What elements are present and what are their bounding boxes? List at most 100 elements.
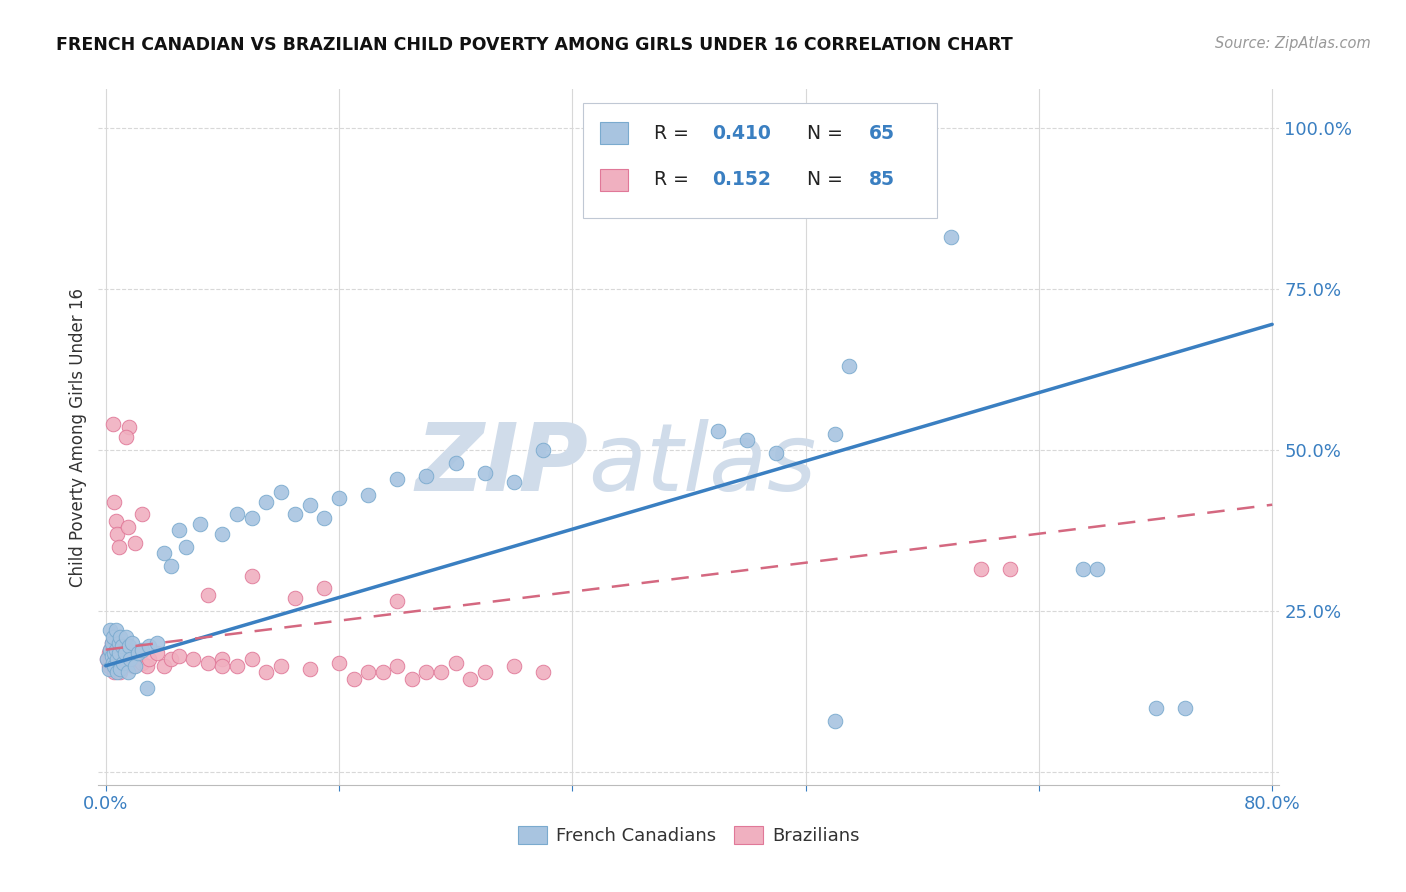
Point: [114, 646, 136, 660]
Point: [211, 658, 233, 673]
Text: 0.410: 0.410: [713, 123, 772, 143]
Point: [101, 630, 124, 644]
Point: [105, 656, 128, 670]
Point: [118, 420, 141, 434]
Point: [105, 646, 128, 660]
Text: R =: R =: [654, 123, 695, 143]
Point: [110, 665, 132, 680]
Point: [110, 662, 132, 676]
Point: [824, 426, 846, 441]
Point: [98, 624, 121, 638]
Point: [765, 446, 787, 460]
Point: [111, 646, 134, 660]
Point: [108, 652, 131, 666]
Point: [103, 658, 125, 673]
Point: [254, 494, 277, 508]
Point: [181, 652, 204, 666]
Point: [503, 658, 526, 673]
FancyBboxPatch shape: [582, 103, 936, 218]
Point: [167, 649, 190, 664]
Point: [96, 652, 118, 666]
Point: [110, 642, 132, 657]
Point: [101, 656, 124, 670]
Y-axis label: Child Poverty Among Girls Under 16: Child Poverty Among Girls Under 16: [69, 287, 87, 587]
Point: [103, 646, 125, 660]
Point: [104, 642, 127, 657]
Point: [104, 662, 127, 676]
Point: [114, 640, 136, 654]
Point: [120, 652, 142, 666]
Point: [100, 636, 122, 650]
Point: [314, 510, 336, 524]
FancyBboxPatch shape: [600, 122, 628, 145]
Point: [160, 558, 183, 573]
Point: [98, 642, 121, 657]
Text: Source: ZipAtlas.com: Source: ZipAtlas.com: [1215, 36, 1371, 51]
Point: [197, 588, 219, 602]
Point: [100, 656, 122, 670]
Point: [117, 520, 139, 534]
Point: [531, 442, 554, 457]
Text: 0.152: 0.152: [713, 170, 772, 189]
Point: [211, 526, 233, 541]
Point: [101, 649, 124, 664]
Point: [531, 665, 554, 680]
Point: [444, 656, 467, 670]
Point: [387, 658, 409, 673]
Text: ZIP: ZIP: [416, 419, 589, 511]
Text: R =: R =: [654, 170, 695, 189]
Point: [160, 652, 183, 666]
Point: [117, 665, 139, 680]
Point: [122, 658, 145, 673]
Point: [131, 508, 153, 522]
Point: [120, 652, 142, 666]
Point: [824, 714, 846, 728]
Point: [103, 658, 125, 673]
Point: [112, 656, 135, 670]
Point: [131, 656, 153, 670]
Legend: French Canadians, Brazilians: French Canadians, Brazilians: [510, 819, 868, 853]
Point: [591, 136, 613, 151]
Point: [941, 230, 963, 244]
Point: [474, 466, 496, 480]
Point: [103, 646, 125, 660]
Point: [357, 665, 380, 680]
Text: atlas: atlas: [589, 419, 817, 510]
Point: [458, 672, 481, 686]
Point: [371, 665, 394, 680]
Point: [226, 658, 249, 673]
Point: [620, 136, 643, 151]
Point: [110, 630, 132, 644]
Point: [103, 636, 125, 650]
Point: [103, 665, 125, 680]
Point: [415, 665, 437, 680]
Point: [153, 658, 176, 673]
Text: FRENCH CANADIAN VS BRAZILIAN CHILD POVERTY AMONG GIRLS UNDER 16 CORRELATION CHAR: FRENCH CANADIAN VS BRAZILIAN CHILD POVER…: [56, 36, 1012, 54]
Point: [97, 662, 120, 676]
Point: [121, 636, 143, 650]
Point: [97, 658, 120, 673]
Point: [145, 646, 167, 660]
Point: [430, 665, 453, 680]
Point: [270, 484, 292, 499]
Text: N =: N =: [796, 123, 849, 143]
FancyBboxPatch shape: [600, 169, 628, 191]
Point: [98, 652, 121, 666]
Point: [104, 624, 127, 638]
Point: [104, 514, 127, 528]
Point: [101, 417, 124, 432]
Point: [284, 591, 307, 606]
Point: [838, 359, 860, 374]
Point: [387, 472, 409, 486]
Point: [105, 636, 128, 650]
Point: [124, 536, 146, 550]
Point: [444, 456, 467, 470]
Point: [328, 491, 350, 506]
Point: [298, 498, 321, 512]
Point: [138, 652, 160, 666]
Point: [328, 656, 350, 670]
Point: [387, 594, 409, 608]
Point: [240, 568, 263, 582]
Point: [105, 652, 128, 666]
Point: [474, 665, 496, 680]
